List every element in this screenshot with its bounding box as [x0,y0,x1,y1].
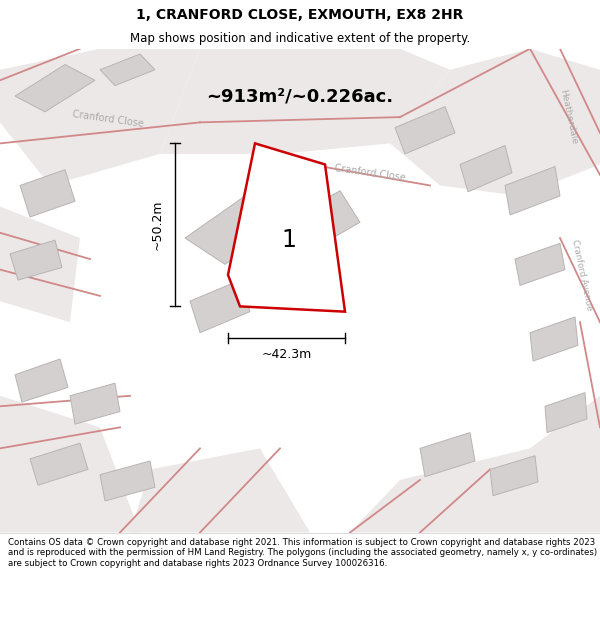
Polygon shape [420,432,475,477]
Polygon shape [100,54,155,86]
Polygon shape [0,49,200,186]
Polygon shape [130,448,310,532]
Text: 1, CRANFORD CLOSE, EXMOUTH, EX8 2HR: 1, CRANFORD CLOSE, EXMOUTH, EX8 2HR [136,8,464,22]
Polygon shape [30,443,88,485]
Polygon shape [15,359,68,402]
Polygon shape [545,392,587,432]
Polygon shape [100,461,155,501]
Text: ~42.3m: ~42.3m [262,348,311,361]
Polygon shape [515,243,565,286]
Polygon shape [20,169,75,217]
Polygon shape [285,191,360,254]
Text: Cranford Close: Cranford Close [334,163,406,182]
Text: 1: 1 [281,228,296,252]
Polygon shape [0,206,80,322]
Text: Cranford Close: Cranford Close [72,109,144,129]
Text: Contains OS data © Crown copyright and database right 2021. This information is : Contains OS data © Crown copyright and d… [8,538,597,568]
Polygon shape [395,107,455,154]
Text: Map shows position and indicative extent of the property.: Map shows position and indicative extent… [130,31,470,44]
Text: ~913m²/~0.226ac.: ~913m²/~0.226ac. [206,87,394,105]
Polygon shape [70,383,120,424]
Text: Heatherdale: Heatherdale [558,89,578,146]
Text: ~50.2m: ~50.2m [151,199,163,250]
Polygon shape [10,240,62,280]
Polygon shape [160,49,450,154]
Polygon shape [490,456,538,496]
Polygon shape [185,196,285,264]
Polygon shape [228,143,345,312]
Polygon shape [0,396,140,532]
Polygon shape [350,396,600,532]
Polygon shape [505,166,560,215]
Polygon shape [530,317,578,361]
Polygon shape [15,64,95,112]
Polygon shape [460,146,512,192]
Polygon shape [390,49,600,196]
Polygon shape [190,280,250,332]
Text: Cranford Avenue: Cranford Avenue [570,239,594,311]
